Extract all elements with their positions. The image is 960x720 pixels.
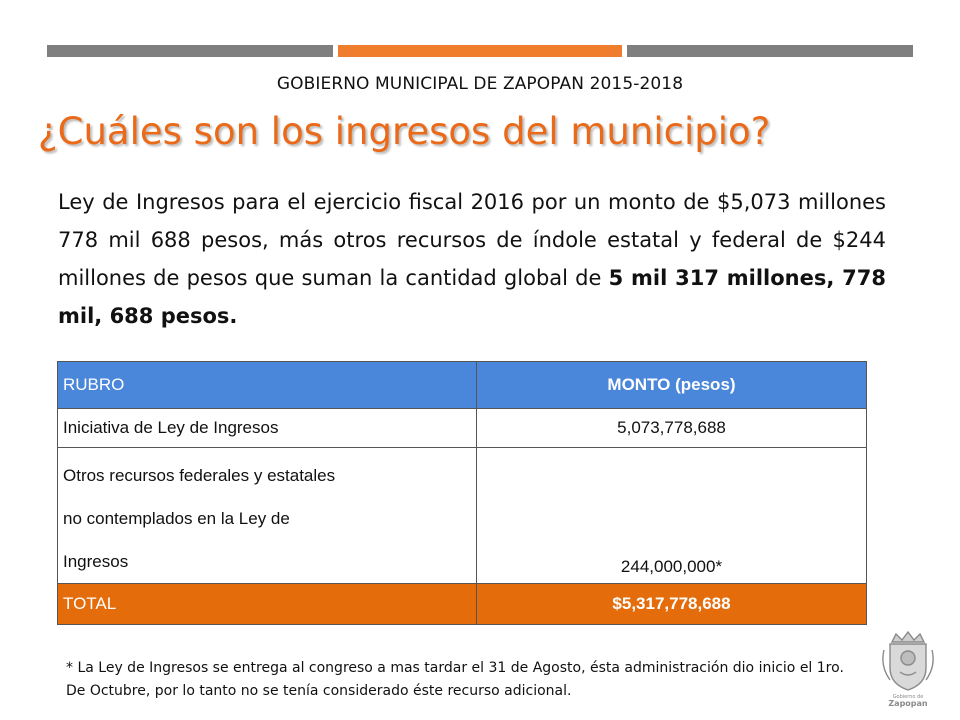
intro-bold-total: 5 mil 317 millones, 778 mil, 688 pesos. [58,266,886,328]
table-header-row: RUBRO MONTO (pesos) [57,361,867,409]
zapopan-coat-of-arms-icon: Gobierno de Zapopan [882,630,934,708]
total-amount: $5,317,778,688 [476,583,867,625]
rubro-line: Ingresos [63,552,129,571]
page-title: ¿Cuáles son los ingresos del municipio? [38,110,771,153]
row-monto: 5,073,778,688 [476,408,867,448]
header-monto: MONTO (pesos) [476,361,867,409]
row-rubro: Iniciativa de Ley de Ingresos [57,408,477,448]
rubro-line: no contemplados en la Ley de [63,509,290,528]
income-table: RUBRO MONTO (pesos) Iniciativa de Ley de… [57,361,867,625]
intro-text: Ley de Ingresos para el ejercicio fiscal… [58,190,886,290]
header-rubro: RUBRO [57,361,477,409]
government-heading: GOBIERNO MUNICIPAL DE ZAPOPAN 2015-2018 [276,74,684,94]
footnote: * La Ley de Ingresos se entrega al congr… [66,660,844,699]
intro-paragraph: Ley de Ingresos para el ejercicio fiscal… [58,183,886,335]
logo-small-text: Gobierno de [893,694,924,700]
row-monto: 244,000,000* [476,447,867,584]
top-bar-left [47,45,333,57]
logo-text: Zapopan [888,699,928,708]
top-bar-middle [338,45,622,57]
table-row: Otros recursos federales y estatales no c… [57,447,867,584]
total-row: TOTAL $5,317,778,688 [57,583,867,625]
row-rubro: Otros recursos federales y estatales no c… [57,447,477,584]
top-bar-right [627,45,913,57]
table-row: Iniciativa de Ley de Ingresos 5,073,778,… [57,408,867,448]
total-label: TOTAL [57,583,477,625]
rubro-line: Otros recursos federales y estatales [63,466,336,485]
